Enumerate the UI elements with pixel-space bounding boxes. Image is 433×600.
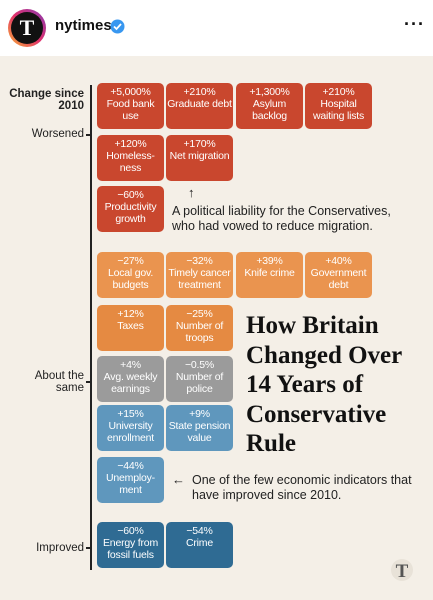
tile-label: Avg. weekly earnings bbox=[103, 371, 158, 395]
tile-label: Productivity growth bbox=[104, 201, 157, 225]
tile-label: Energy from fossil fuels bbox=[103, 537, 158, 561]
annotation-arrow: ← bbox=[172, 472, 185, 487]
tile-label: Government debt bbox=[310, 267, 367, 291]
tile: −0.5% Number of police bbox=[166, 356, 233, 402]
tile: +210% Graduate debt bbox=[166, 83, 233, 129]
tile-change: −32% bbox=[186, 255, 213, 267]
tile-label: Crime bbox=[186, 537, 213, 549]
tile-label: Food bank use bbox=[106, 98, 155, 122]
tile-change: +39% bbox=[256, 255, 283, 267]
tile: +5,000% Food bank use bbox=[97, 83, 164, 129]
tile: +40% Government debt bbox=[305, 252, 372, 298]
tile-label: Local gov. budgets bbox=[107, 267, 154, 291]
tile: −44% Unemploy-ment bbox=[97, 457, 164, 503]
tile: +9% State pension value bbox=[166, 405, 233, 451]
tile-label: Number of police bbox=[175, 371, 224, 395]
tile: +210% Hospital waiting lists bbox=[305, 83, 372, 129]
tile-label: Net migration bbox=[169, 150, 230, 162]
tile: −54% Crime bbox=[166, 522, 233, 568]
tile: −60% Energy from fossil fuels bbox=[97, 522, 164, 568]
tile: −27% Local gov. budgets bbox=[97, 252, 164, 298]
annotation-arrow: ↑ bbox=[188, 185, 195, 200]
tile-label: Timely cancer treatment bbox=[168, 267, 231, 291]
tile-change: +40% bbox=[325, 255, 352, 267]
tile-label: Knife crime bbox=[244, 267, 295, 279]
tile-label: Number of troops bbox=[175, 320, 224, 344]
svg-text:T: T bbox=[396, 561, 409, 582]
title: How Britain Changed Over 14 Years of Con… bbox=[246, 312, 402, 457]
tile-label: University enrollment bbox=[106, 420, 155, 444]
tile-change: +1,300% bbox=[249, 86, 290, 98]
tile: +1,300% Asylum backlog bbox=[236, 83, 303, 129]
tile: +170% Net migration bbox=[166, 135, 233, 181]
tile-change: −25% bbox=[186, 308, 213, 320]
tile-change: −27% bbox=[117, 255, 144, 267]
tile-label: Unemploy-ment bbox=[106, 472, 155, 496]
axis-label: Improved bbox=[36, 542, 84, 554]
tile-label: Homeless-ness bbox=[106, 150, 155, 174]
account-name[interactable]: nytimes bbox=[55, 17, 112, 34]
tile-change: +9% bbox=[189, 408, 210, 420]
tile-label: Asylum backlog bbox=[252, 98, 287, 122]
annotation: A political liability for the Conservati… bbox=[172, 204, 391, 233]
tile-label: Hospital waiting lists bbox=[312, 98, 365, 122]
tile-label: State pension value bbox=[168, 420, 231, 444]
tile-change: −44% bbox=[117, 460, 144, 472]
tile-change: −54% bbox=[186, 525, 213, 537]
tile-change: −60% bbox=[117, 525, 144, 537]
tile-label: Taxes bbox=[117, 320, 144, 332]
tile: −32% Timely cancer treatment bbox=[166, 252, 233, 298]
tile-change: −60% bbox=[117, 189, 144, 201]
avatar-ring[interactable]: T bbox=[8, 9, 46, 47]
tile: +4% Avg. weekly earnings bbox=[97, 356, 164, 402]
tile-change: +210% bbox=[322, 86, 355, 98]
avatar: T bbox=[11, 12, 43, 44]
tile-change: +170% bbox=[183, 138, 216, 150]
axis-label: Worsened bbox=[31, 128, 84, 140]
axis-label: About the same bbox=[34, 370, 84, 394]
axis-heading: Change since 2010 bbox=[9, 88, 84, 112]
tile: −25% Number of troops bbox=[166, 305, 233, 351]
tile-change: −0.5% bbox=[184, 359, 215, 371]
more-button[interactable]: ··· bbox=[404, 14, 425, 34]
tile-change: +4% bbox=[120, 359, 141, 371]
tile-change: +12% bbox=[117, 308, 144, 320]
tile: −60% Productivity growth bbox=[97, 186, 164, 232]
annotation: One of the few economic indicators that … bbox=[192, 473, 412, 502]
tile: +12% Taxes bbox=[97, 305, 164, 351]
tile-change: +210% bbox=[183, 86, 216, 98]
tile: +120% Homeless-ness bbox=[97, 135, 164, 181]
tile: +39% Knife crime bbox=[236, 252, 303, 298]
tile-change: +15% bbox=[117, 408, 144, 420]
tile-change: +120% bbox=[114, 138, 147, 150]
tile: +15% University enrollment bbox=[97, 405, 164, 451]
tile-change: +5,000% bbox=[110, 86, 151, 98]
tile-label: Graduate debt bbox=[167, 98, 232, 110]
verified-badge bbox=[110, 19, 125, 34]
